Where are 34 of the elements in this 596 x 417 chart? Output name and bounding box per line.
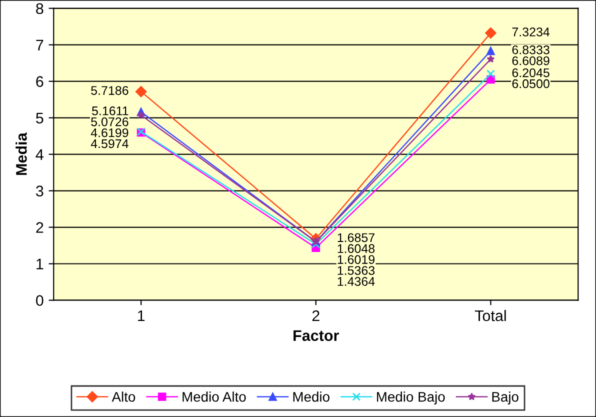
data-label: 5.7186 [91,86,128,95]
data-label: 4.6199 [90,128,128,138]
data-label: 1.6857 [338,233,374,242]
legend-label: Medio [293,392,330,402]
x-axis-title: Factor [294,330,339,341]
data-label: 1.5363 [338,266,375,275]
y-axis-title: Media [16,132,27,175]
data-label: 6.8333 [512,45,550,54]
legend-label: Medio Alto [182,392,246,402]
y-tick-label: 1 [36,258,44,270]
data-label: 1.6048 [338,244,375,254]
data-label: 1.6019 [338,255,374,264]
data-label: 4.5974 [90,139,128,148]
legend-label: Alto [112,392,136,402]
legend-label: Medio Bajo [377,392,445,404]
y-tick-label: 5 [36,112,44,124]
data-label: 1.4364 [338,277,375,286]
data-label: 5.0726 [91,117,128,126]
x-tick-label: 2 [312,310,320,322]
data-label: 6.0500 [512,79,550,88]
y-tick-label: 2 [36,222,44,233]
y-tick-label: 7 [36,40,44,50]
legend-label: Bajo [492,392,518,404]
data-label: 6.6089 [512,56,550,66]
y-tick-label: 6 [36,76,44,87]
y-tick-label: 0 [36,295,44,306]
data-label: 6.2045 [512,68,550,78]
x-tick-label: 1 [138,310,145,322]
y-tick-label: 8 [36,3,44,14]
data-label: 5.1611 [92,106,128,116]
y-tick-label: 4 [36,149,44,160]
y-tick-label: 3 [36,186,44,196]
x-tick-label: Total [474,310,506,322]
data-label: 7.3234 [512,28,550,36]
